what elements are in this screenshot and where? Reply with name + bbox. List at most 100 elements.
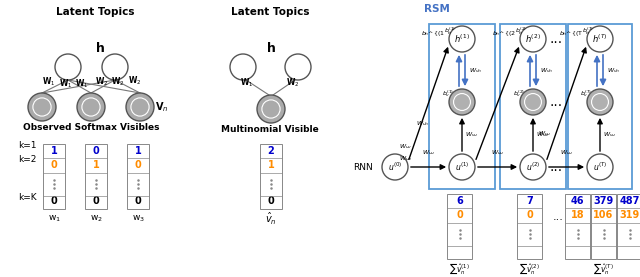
Text: $b_h$^{(T: $b_h$^{(T bbox=[559, 29, 583, 37]
Text: ...: ... bbox=[549, 160, 563, 174]
Text: $h^{(T)}$: $h^{(T)}$ bbox=[592, 33, 608, 45]
Text: $b_v^{(1)}$: $b_v^{(1)}$ bbox=[442, 89, 454, 99]
Text: w$_1$: w$_1$ bbox=[47, 214, 60, 224]
Circle shape bbox=[28, 93, 56, 121]
Text: 2: 2 bbox=[268, 146, 275, 156]
Text: 0: 0 bbox=[526, 211, 533, 220]
Text: $b_h^{(1)}$: $b_h^{(1)}$ bbox=[444, 25, 456, 37]
Text: $u^{(2)}$: $u^{(2)}$ bbox=[526, 161, 540, 173]
Circle shape bbox=[520, 89, 546, 115]
Text: 319: 319 bbox=[620, 211, 639, 220]
Text: 0: 0 bbox=[268, 196, 275, 206]
Circle shape bbox=[587, 26, 613, 52]
Circle shape bbox=[520, 26, 546, 52]
Circle shape bbox=[520, 154, 546, 180]
Text: V$_n$: V$_n$ bbox=[156, 100, 169, 114]
Bar bbox=[500, 24, 566, 189]
Text: k=2: k=2 bbox=[18, 155, 36, 163]
Text: 379: 379 bbox=[593, 196, 614, 206]
Text: $\hat{v}^{(T)}$: $\hat{v}^{(T)}$ bbox=[594, 96, 606, 108]
Text: RNN: RNN bbox=[353, 163, 373, 171]
Text: $b_v^{(2)}$: $b_v^{(2)}$ bbox=[513, 89, 525, 99]
Text: $u^{(T)}$: $u^{(T)}$ bbox=[593, 161, 607, 173]
Text: $u^{(0)}$: $u^{(0)}$ bbox=[388, 161, 402, 173]
Text: 1: 1 bbox=[134, 146, 141, 156]
Text: $W_{vh}$: $W_{vh}$ bbox=[540, 66, 554, 75]
Circle shape bbox=[285, 54, 311, 80]
Text: 46: 46 bbox=[571, 196, 584, 206]
Text: $W_{uh}$: $W_{uh}$ bbox=[416, 120, 429, 129]
Text: $\sum\hat{v}_n^{(T)}$: $\sum\hat{v}_n^{(T)}$ bbox=[593, 261, 614, 276]
Text: ...: ... bbox=[549, 95, 563, 109]
Text: $\sum\hat{v}_n^{(2)}$: $\sum\hat{v}_n^{(2)}$ bbox=[519, 261, 540, 276]
Text: $\hat{v}^{(2)}$: $\hat{v}^{(2)}$ bbox=[527, 96, 540, 108]
Text: $h^{(2)}$: $h^{(2)}$ bbox=[525, 33, 541, 45]
Text: $W_{uu}$: $W_{uu}$ bbox=[560, 148, 573, 157]
Bar bbox=[127, 144, 149, 209]
Circle shape bbox=[449, 89, 475, 115]
Text: $W_{vu}$: $W_{vu}$ bbox=[465, 130, 479, 139]
Text: $\hat{v}_n$: $\hat{v}_n$ bbox=[265, 211, 277, 227]
Bar bbox=[260, 144, 282, 209]
Circle shape bbox=[591, 94, 609, 111]
Text: $W_{vh}$: $W_{vh}$ bbox=[607, 66, 621, 75]
Text: $W_{vu}$: $W_{vu}$ bbox=[538, 130, 552, 138]
Text: ...: ... bbox=[552, 212, 563, 222]
Text: $b_h^{(T)}$: $b_h^{(T)}$ bbox=[582, 25, 594, 37]
Text: Observed Softmax Visibles: Observed Softmax Visibles bbox=[23, 122, 159, 132]
Bar bbox=[517, 194, 542, 259]
Text: w$_2$: w$_2$ bbox=[90, 214, 102, 224]
Text: $b_h$^{(1: $b_h$^{(1 bbox=[421, 29, 445, 37]
Text: 487: 487 bbox=[620, 196, 640, 206]
Text: Latent Topics: Latent Topics bbox=[231, 7, 309, 17]
Circle shape bbox=[257, 95, 285, 123]
Circle shape bbox=[587, 154, 613, 180]
Circle shape bbox=[449, 26, 475, 52]
Text: 18: 18 bbox=[571, 211, 584, 220]
Text: 0: 0 bbox=[134, 196, 141, 206]
Text: $\sum\hat{v}_n^{(1)}$: $\sum\hat{v}_n^{(1)}$ bbox=[449, 261, 470, 276]
Text: $u^{(1)}$: $u^{(1)}$ bbox=[455, 161, 469, 173]
Bar bbox=[591, 194, 616, 259]
Text: $h^{(1)}$: $h^{(1)}$ bbox=[454, 33, 470, 45]
Circle shape bbox=[587, 89, 613, 115]
Circle shape bbox=[55, 54, 81, 80]
Text: $\hat{v}^{(1)}$: $\hat{v}^{(1)}$ bbox=[456, 96, 468, 108]
Text: 1: 1 bbox=[93, 160, 99, 170]
Circle shape bbox=[262, 100, 280, 118]
Text: W$_1$: W$_1$ bbox=[76, 78, 89, 90]
Text: RSM: RSM bbox=[424, 4, 450, 14]
Text: 6: 6 bbox=[456, 196, 463, 206]
Circle shape bbox=[82, 98, 100, 116]
Text: Latent Topics: Latent Topics bbox=[56, 7, 134, 17]
Text: W$_2$: W$_2$ bbox=[111, 76, 125, 88]
Circle shape bbox=[102, 54, 128, 80]
Text: ...: ... bbox=[549, 32, 563, 46]
Text: W$_2$: W$_2$ bbox=[95, 76, 109, 88]
Bar bbox=[447, 194, 472, 259]
Text: h: h bbox=[95, 42, 104, 55]
Circle shape bbox=[382, 154, 408, 180]
Text: $b_h$^{(2: $b_h$^{(2 bbox=[492, 29, 516, 37]
Text: 0: 0 bbox=[456, 211, 463, 220]
Text: 0: 0 bbox=[134, 160, 141, 170]
Bar bbox=[429, 24, 495, 189]
Bar bbox=[565, 194, 590, 259]
Circle shape bbox=[126, 93, 154, 121]
Circle shape bbox=[454, 94, 470, 111]
Text: $W_{vu}$: $W_{vu}$ bbox=[604, 130, 617, 139]
Circle shape bbox=[525, 94, 541, 111]
Text: $W_{uu}$: $W_{uu}$ bbox=[491, 148, 504, 157]
Text: 1: 1 bbox=[51, 146, 58, 156]
Circle shape bbox=[449, 154, 475, 180]
Circle shape bbox=[33, 98, 51, 116]
Text: 1: 1 bbox=[268, 160, 275, 170]
Text: W$_2$: W$_2$ bbox=[286, 77, 300, 89]
Text: W$_1$: W$_1$ bbox=[60, 78, 73, 90]
Text: $W_{uv}$: $W_{uv}$ bbox=[399, 143, 413, 152]
Bar bbox=[85, 144, 107, 209]
Text: 106: 106 bbox=[593, 211, 614, 220]
Text: W$_2$: W$_2$ bbox=[128, 75, 141, 87]
Bar bbox=[568, 24, 632, 189]
Circle shape bbox=[230, 54, 256, 80]
